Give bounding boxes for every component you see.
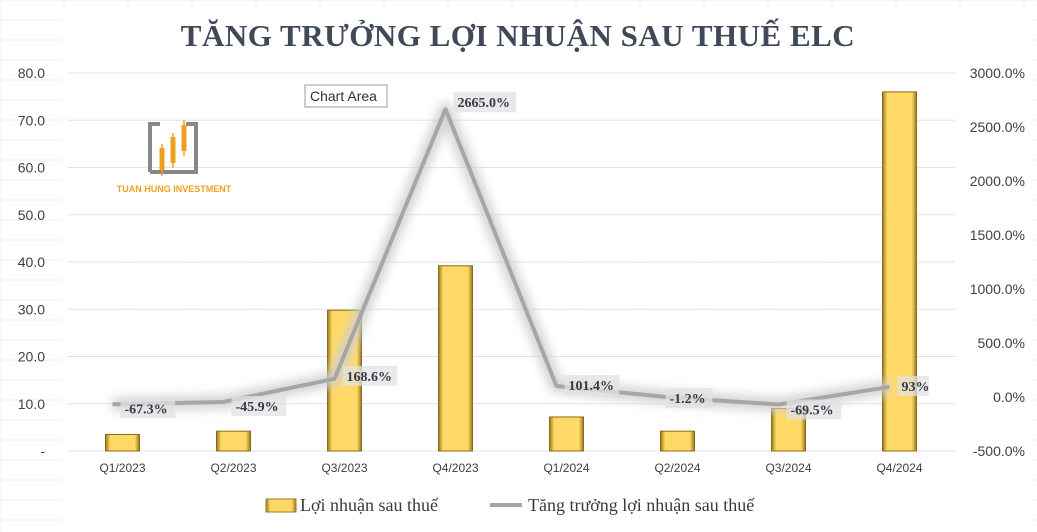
x-tick-label: Q3/2024 — [765, 461, 811, 475]
y-left-tick-label: 40.0 — [18, 254, 45, 270]
y-right-tick-label: 2500.0% — [970, 119, 1025, 135]
legend: Lợi nhuận sau thuế Tăng trưởng lợi nhuận… — [265, 495, 755, 515]
data-label: 2665.0% — [458, 96, 511, 111]
data-label-box — [342, 365, 398, 386]
left-axis: - 10.0 20.0 30.0 40.0 50.0 60.0 70.0 80.0 — [18, 65, 46, 459]
y-left-tick-label: 10.0 — [18, 396, 45, 412]
y-right-tick-label: 2000.0% — [970, 173, 1025, 189]
data-label-box — [897, 375, 929, 396]
x-tick-label: Q2/2024 — [654, 461, 700, 475]
bar — [882, 91, 917, 452]
x-tick-label: Q1/2023 — [99, 461, 145, 475]
bar — [105, 433, 140, 452]
chart-area-tooltip: Chart Area — [304, 84, 388, 108]
y-left-tick-label: 60.0 — [18, 160, 45, 176]
bar — [660, 430, 695, 452]
y-left-tick-label: 30.0 — [18, 301, 45, 317]
legend-label: Tăng trưởng lợi nhuận sau thuế — [528, 495, 755, 515]
bar — [549, 416, 584, 452]
y-right-tick-label: 3000.0% — [970, 65, 1025, 81]
bar — [216, 430, 251, 452]
x-tick-label: Q1/2024 — [543, 461, 589, 475]
chart-title: TĂNG TRƯỞNG LỢI NHUẬN SAU THUẾ ELC — [181, 17, 855, 53]
data-label: -69.5% — [791, 404, 834, 419]
y-right-tick-label: -500.0% — [973, 443, 1025, 459]
y-right-tick-label: 1000.0% — [970, 281, 1025, 297]
y-left-tick-label: 50.0 — [18, 207, 45, 223]
data-label-box — [665, 388, 713, 409]
data-label-box — [231, 395, 287, 416]
data-label-box — [564, 375, 620, 396]
data-label: -45.9% — [236, 400, 279, 415]
y-left-tick-label: 70.0 — [18, 112, 45, 128]
x-tick-label: Q4/2023 — [432, 461, 478, 475]
tooltip-text: Chart Area — [310, 88, 377, 104]
data-label: 93% — [902, 380, 930, 395]
data-label: -67.3% — [125, 402, 168, 417]
y-right-tick-label: 0.0% — [993, 389, 1025, 405]
tuan-hung-logo: TUAN HUNG INVESTMENT — [117, 120, 232, 194]
bar — [438, 265, 473, 452]
y-left-tick-label: 20.0 — [18, 349, 45, 365]
y-right-tick-label: 500.0% — [978, 335, 1025, 351]
x-tick-label: Q4/2024 — [876, 461, 922, 475]
y-left-tick-label: 80.0 — [18, 65, 45, 81]
logo-candle-icon — [181, 125, 187, 151]
legend-label: Lợi nhuận sau thuế — [300, 495, 439, 515]
right-axis: -500.0% 0.0% 500.0% 1000.0% 1500.0% 2000.0% 25… — [970, 65, 1025, 459]
data-label-box — [120, 398, 176, 419]
x-axis: Q1/2023 Q2/2023 Q3/2023 Q4/2023 Q1/2024 Q2/20… — [99, 461, 922, 475]
logo-candle-icon — [170, 137, 176, 163]
x-tick-label: Q3/2023 — [321, 461, 367, 475]
y-left-tick-label: - — [40, 443, 45, 459]
legend-swatch-bar — [265, 498, 297, 513]
x-tick-label: Q2/2023 — [210, 461, 256, 475]
data-label: 168.6% — [347, 370, 393, 385]
data-label-box — [453, 92, 517, 113]
logo-bracket-right-icon — [150, 122, 198, 174]
data-label: 101.4% — [569, 379, 615, 394]
y-right-tick-label: 1500.0% — [970, 227, 1025, 243]
logo-bracket-left-icon — [148, 122, 160, 172]
data-label: -1.2% — [670, 392, 706, 407]
logo-text: TUAN HUNG INVESTMENT — [117, 184, 232, 194]
logo-candle-icon — [159, 148, 165, 170]
data-label-box — [786, 399, 842, 420]
data-labels: -67.3% -45.9% 168.6% 2665.0% 101.4% -1.2% -69.… — [120, 92, 930, 420]
